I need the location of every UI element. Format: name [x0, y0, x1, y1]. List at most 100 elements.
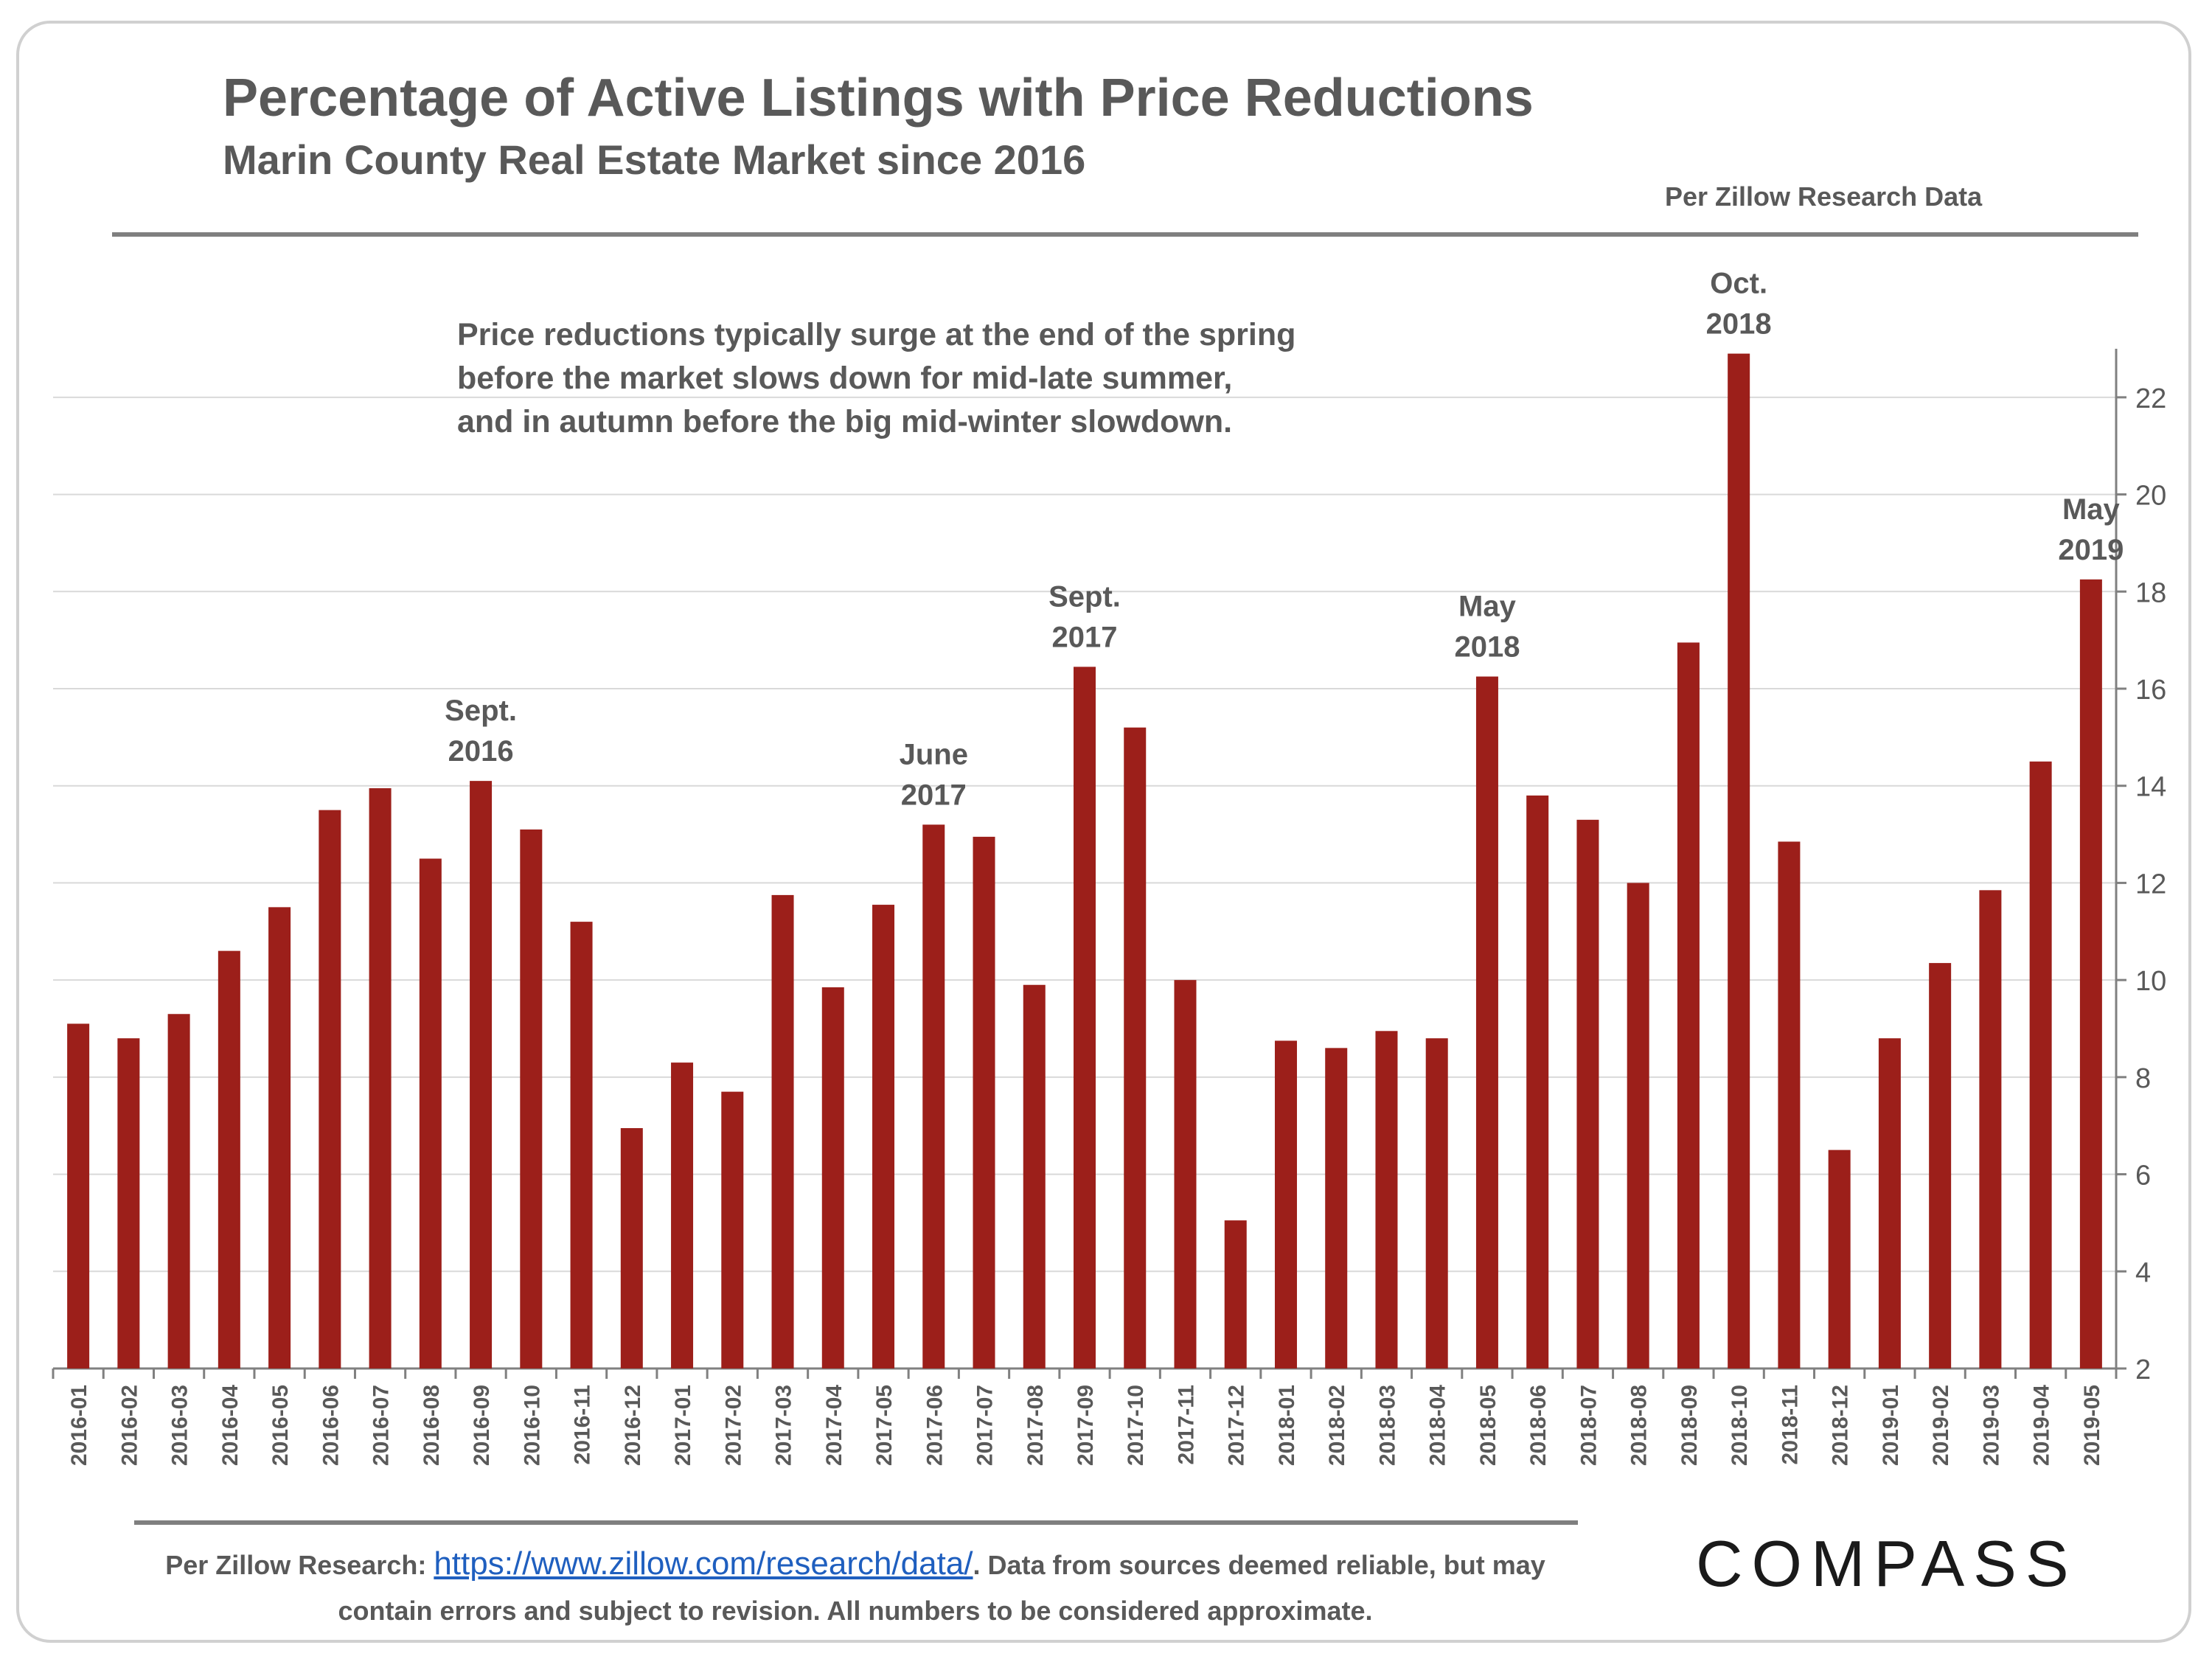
y-tick-label: 18: [2135, 577, 2166, 608]
bar-2016-01: [67, 1023, 90, 1368]
bar-2018-11: [1778, 841, 1801, 1368]
note-line-3: and in autumn before the big mid-winter …: [457, 404, 1233, 439]
x-tick-label: 2017-05: [872, 1385, 897, 1466]
note-line-1: Price reductions typically surge at the …: [457, 317, 1296, 352]
x-tick-label: 2018-12: [1829, 1385, 1853, 1466]
y-tick-label: 14: [2135, 772, 2166, 803]
bar-2018-05: [1475, 676, 1498, 1368]
y-tick-label: 16: [2135, 675, 2166, 706]
annotation-label: 2017: [1052, 621, 1118, 653]
bar-2018-09: [1677, 642, 1700, 1368]
x-tick-label: 2017-09: [1074, 1385, 1098, 1466]
source-note: Per Zillow Research Data: [1665, 181, 1983, 212]
bar-2017-03: [771, 894, 794, 1368]
bar-2018-03: [1375, 1031, 1398, 1368]
bar-2019-04: [2029, 761, 2052, 1368]
annotation-label: 2019: [2058, 534, 2124, 566]
bar-2016-10: [520, 829, 543, 1368]
annotation-label: Sept.: [445, 695, 517, 727]
x-tick-label: 2018-06: [1526, 1385, 1551, 1466]
annotation-label: 2018: [1454, 631, 1520, 664]
bar-2016-02: [117, 1038, 140, 1368]
x-tick-label: 2019-03: [1979, 1385, 2003, 1466]
bar-2018-08: [1627, 883, 1649, 1368]
bar-2019-01: [1878, 1038, 1901, 1368]
x-tick-label: 2019-02: [1929, 1385, 1953, 1466]
x-tick-label: 2016-06: [319, 1385, 343, 1466]
y-tick-label: 8: [2135, 1063, 2151, 1094]
chart-title: Percentage of Active Listings with Price…: [223, 69, 1534, 128]
bar-2016-11: [570, 922, 593, 1368]
bar-2017-10: [1124, 727, 1147, 1368]
bar-2016-04: [218, 950, 240, 1368]
bar-2018-06: [1526, 795, 1549, 1368]
bar-2017-01: [671, 1062, 694, 1368]
x-tick-label: 2017-06: [922, 1385, 947, 1466]
x-tick-label: 2018-11: [1778, 1385, 1802, 1464]
annotation-label: 2018: [1706, 308, 1772, 341]
y-tick-label: 6: [2135, 1161, 2151, 1192]
x-tick-label: 2016-12: [621, 1385, 645, 1466]
x-tick-label: 2018-01: [1275, 1385, 1299, 1466]
x-tick-label: 2016-08: [420, 1385, 444, 1466]
bar-2017-09: [1074, 667, 1096, 1368]
note-line-2: before the market slows down for mid-lat…: [457, 361, 1233, 396]
annotation-label: 2017: [901, 779, 967, 811]
x-tick-label: 2018-10: [1728, 1385, 1752, 1466]
x-tick-label: 2016-02: [117, 1385, 142, 1466]
bar-2016-12: [620, 1128, 643, 1368]
footer-prefix: Per Zillow Research:: [165, 1550, 434, 1580]
annotation-label: 2016: [448, 735, 514, 768]
x-tick-label: 2019-05: [2080, 1385, 2104, 1466]
annotation-label: June: [900, 738, 968, 771]
bar-2017-07: [973, 836, 995, 1368]
y-tick-label: 12: [2135, 869, 2166, 900]
bar-2017-06: [922, 824, 945, 1368]
bar-2017-05: [872, 905, 895, 1368]
x-tick-label: 2019-04: [2030, 1385, 2054, 1466]
chart-subtitle: Marin County Real Estate Market since 20…: [223, 136, 1086, 183]
bar-2017-02: [721, 1091, 744, 1368]
bar-2016-09: [470, 781, 493, 1368]
x-tick-label: 2017-12: [1225, 1385, 1249, 1466]
chart-annotation-note: Price reductions typically surge at the …: [457, 313, 1324, 444]
bar-2018-01: [1274, 1040, 1297, 1368]
bar-2018-07: [1576, 819, 1599, 1368]
bar-2016-06: [319, 810, 341, 1368]
bar-2019-03: [1979, 890, 2002, 1368]
bar-2017-08: [1023, 984, 1046, 1368]
compass-logo: COMPASS: [1696, 1527, 2078, 1600]
x-tick-label: 2018-05: [1476, 1385, 1500, 1466]
x-tick-label: 2017-08: [1023, 1385, 1048, 1466]
y-tick-label: 2: [2135, 1354, 2151, 1385]
x-tick-label: 2016-11: [571, 1385, 595, 1464]
y-tick-label: 4: [2135, 1257, 2151, 1288]
x-tick-label: 2017-11: [1174, 1385, 1198, 1464]
x-tick-label: 2016-04: [218, 1385, 243, 1466]
annotation-label: Sept.: [1048, 580, 1121, 613]
x-tick-label: 2017-07: [973, 1385, 998, 1466]
bar-2017-12: [1224, 1220, 1247, 1368]
bar-2018-04: [1425, 1038, 1448, 1368]
bar-2019-05: [2079, 579, 2102, 1368]
footer-suffix: . Data from sources deemed reliable, but…: [973, 1550, 1545, 1580]
bar-2017-11: [1174, 980, 1197, 1368]
x-tick-label: 2018-09: [1677, 1385, 1702, 1466]
bar-2018-12: [1828, 1150, 1851, 1368]
x-tick-label: 2018-02: [1325, 1385, 1349, 1466]
bar-2018-10: [1728, 353, 1750, 1369]
zillow-research-link[interactable]: https://www.zillow.com/research/data/: [434, 1545, 973, 1582]
bar-2016-08: [419, 858, 442, 1368]
x-tick-label: 2018-03: [1375, 1385, 1399, 1466]
footer-disclaimer: Per Zillow Research: https://www.zillow.…: [125, 1541, 1585, 1634]
x-tick-label: 2016-03: [168, 1385, 192, 1466]
footer-line-2: contain errors and subject to revision. …: [338, 1596, 1373, 1626]
x-tick-label: 2018-08: [1627, 1385, 1652, 1466]
annotation-label: May: [2062, 493, 2121, 526]
x-tick-label: 2019-01: [1879, 1385, 1903, 1466]
x-tick-label: 2016-07: [369, 1385, 394, 1466]
x-tick-label: 2018-04: [1426, 1385, 1450, 1466]
y-tick-label: 10: [2135, 966, 2166, 997]
bar-2016-07: [369, 788, 392, 1368]
